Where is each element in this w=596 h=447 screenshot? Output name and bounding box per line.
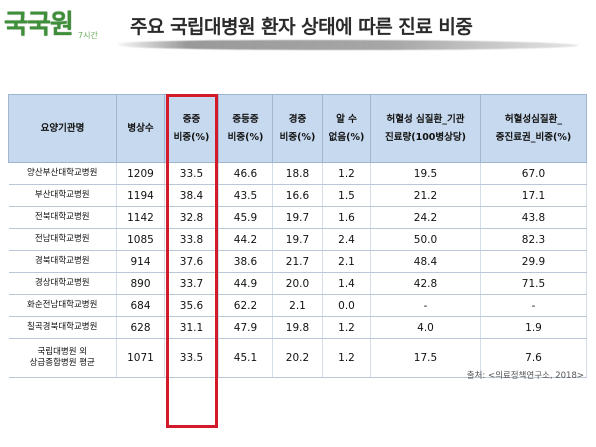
table-cell: 43.8 (480, 206, 587, 229)
hospital-name-cell: 칠곡경북대학교병원 (8, 316, 117, 339)
table-cell: 628 (116, 316, 165, 339)
hospital-name-cell: 국립대병원 외 상급종합병원 평균 (8, 338, 117, 378)
table-row: 화순전남대학교병원 684 35.6 62.2 2.1 0.0- - (8, 294, 587, 317)
table-cell: 71.5 (480, 272, 587, 295)
column-header: 알 수 없음(%) (322, 94, 371, 163)
table-cell: 45.1 (218, 338, 273, 378)
table-cell: 2.1 (272, 294, 323, 317)
hospital-name-cell: 양산부산대학교병원 (8, 162, 117, 185)
table-cell: 1071 (116, 338, 165, 378)
table-cell: 48.4 (370, 250, 481, 273)
column-header: 중증 비중(%) (164, 94, 219, 163)
table-row: 국립대병원 외 상급종합병원 평균 1071 33.5 45.1 20.2 1.2 17.5 7… (8, 338, 587, 378)
column-header: 중등증 비중(%) (218, 94, 273, 163)
table-cell: 62.2 (218, 294, 273, 317)
table-row: 칠곡경북대학교병원 628 31.1 47.9 19.8 1.2 4.0 1.9 (8, 316, 587, 339)
table-cell: 1.9 (480, 316, 587, 339)
hospital-name-cell: 전남대학교병원 (8, 228, 117, 251)
table-header-row: 요양기관명 병상수 중증 비중(%) 중등증 비중(%) 경증 비중(%) 알 수 없음(%) 허혈… (8, 94, 587, 163)
logo: 국국원 7시간 (4, 4, 112, 46)
table-cell: 19.8 (272, 316, 323, 339)
table-cell: 19.7 (272, 228, 323, 251)
table-row: 양산부산대학교병원 1209 33.5 46.6 18.8 1.2 19.5 67.0 (8, 162, 587, 185)
table-cell: 19.7 (272, 206, 323, 229)
table-cell: 914 (116, 250, 165, 273)
brush-stroke-divider (118, 40, 578, 50)
table-cell: 890 (116, 272, 165, 295)
table-cell: 33.5 (164, 162, 219, 185)
column-header: 병상수 (116, 94, 165, 163)
table-cell: 31.1 (164, 316, 219, 339)
hospital-data-table: 요양기관명 병상수 중증 비중(%) 중등증 비중(%) 경증 비중(%) 알 수 없음(%) 허혈… (8, 94, 587, 378)
column-header: 허혈성 심질환_기관 진료량(100병상당) (370, 94, 481, 163)
table-cell: 33.5 (164, 338, 219, 378)
table-row: 경북대학교병원 914 37.6 38.6 21.7 2.1 48.4 29.9 (8, 250, 587, 273)
table-cell: 1142 (116, 206, 165, 229)
logo-subtext: 7시간 (78, 31, 98, 40)
column-header: 요양기관명 (8, 94, 117, 163)
column-header: 경증 비중(%) (272, 94, 323, 163)
table-body: 양산부산대학교병원 1209 33.5 46.6 18.8 1.2 19.5 67.0 부산대학… (8, 162, 587, 378)
source-note: 출처: <의료정책연구소, 2018> (466, 371, 584, 381)
table-cell: - (370, 294, 481, 317)
table-cell: 67.0 (480, 162, 587, 185)
table-cell: 1194 (116, 184, 165, 207)
hospital-name-cell: 경북대학교병원 (8, 250, 117, 273)
table-cell: 20.0 (272, 272, 323, 295)
table-cell: 1.4 (322, 272, 371, 295)
table-cell: 2.1 (322, 250, 371, 273)
table-cell: 50.0 (370, 228, 481, 251)
table-cell: 4.0 (370, 316, 481, 339)
table-cell: 20.2 (272, 338, 323, 378)
hospital-name-cell: 화순전남대학교병원 (8, 294, 117, 317)
hospital-name-cell: 경상대학교병원 (8, 272, 117, 295)
hospital-name-cell: 전북대학교병원 (8, 206, 117, 229)
table-cell: 17.1 (480, 184, 587, 207)
table-cell: 1.6 (322, 206, 371, 229)
table-cell: 18.8 (272, 162, 323, 185)
table-cell: 44.2 (218, 228, 273, 251)
page-title: 주요 국립대병원 환자 상태에 따른 진료 비중 (130, 16, 473, 38)
table-cell: 33.7 (164, 272, 219, 295)
table-cell: 2.4 (322, 228, 371, 251)
table-cell: 1.2 (322, 338, 371, 378)
table-cell: 17.5 (370, 338, 481, 378)
table-cell: 21.7 (272, 250, 323, 273)
table-cell: 19.5 (370, 162, 481, 185)
logo-text: 국국원 (4, 10, 74, 40)
column-header: 허혈성심질환_ 중진료권_비중(%) (480, 94, 587, 163)
table-cell: 16.6 (272, 184, 323, 207)
table-cell: 43.5 (218, 184, 273, 207)
table-cell: 46.6 (218, 162, 273, 185)
table-cell: 0.0 (322, 294, 371, 317)
table-cell: 38.6 (218, 250, 273, 273)
table-row: 부산대학교병원 1194 38.4 43.5 16.6 1.5 21.2 17.1 (8, 184, 587, 207)
table-cell: 82.3 (480, 228, 587, 251)
table-cell: - (480, 294, 587, 317)
table-cell: 38.4 (164, 184, 219, 207)
table-cell: 29.9 (480, 250, 587, 273)
table-cell: 35.6 (164, 294, 219, 317)
table-cell: 32.8 (164, 206, 219, 229)
table-row: 경상대학교병원 890 33.7 44.9 20.0 1.4 42.8 71.5 (8, 272, 587, 295)
table-cell: 47.9 (218, 316, 273, 339)
table-cell: 7.6 (480, 338, 587, 378)
table-row: 전북대학교병원 1142 32.8 45.9 19.7 1.6 24.2 43.8 (8, 206, 587, 229)
table-row: 전남대학교병원 1085 33.8 44.2 19.7 2.4 50.0 82.3 (8, 228, 587, 251)
table-cell: 21.2 (370, 184, 481, 207)
table-cell: 1.2 (322, 162, 371, 185)
table-cell: 1.5 (322, 184, 371, 207)
table-cell: 33.8 (164, 228, 219, 251)
table-cell: 1.2 (322, 316, 371, 339)
table-cell: 42.8 (370, 272, 481, 295)
table-cell: 37.6 (164, 250, 219, 273)
table-cell: 44.9 (218, 272, 273, 295)
hospital-name-cell: 부산대학교병원 (8, 184, 117, 207)
table-cell: 24.2 (370, 206, 481, 229)
table-cell: 1085 (116, 228, 165, 251)
table-cell: 45.9 (218, 206, 273, 229)
table-cell: 1209 (116, 162, 165, 185)
slide-header: 국국원 7시간 주요 국립대병원 환자 상태에 따른 진료 비중 (0, 0, 596, 62)
table-cell: 684 (116, 294, 165, 317)
